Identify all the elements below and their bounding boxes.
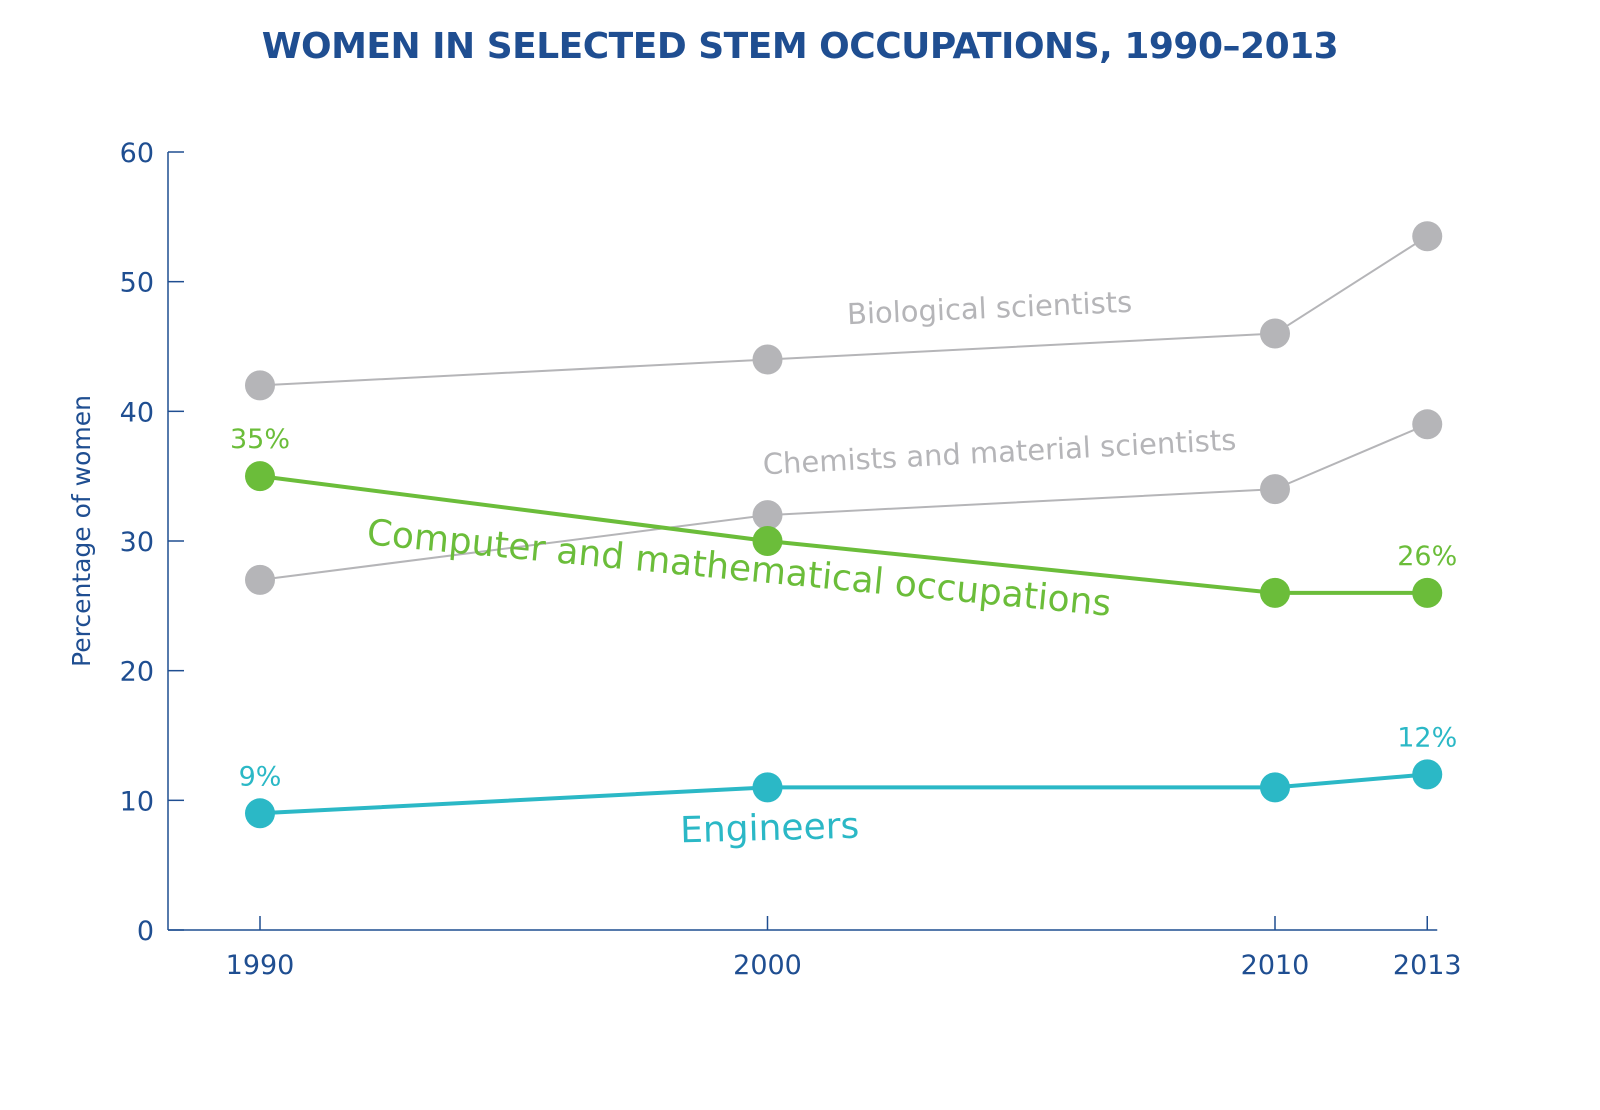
chart-title: WOMEN IN SELECTED STEM OCCUPATIONS, 1990…: [261, 26, 1339, 67]
data-point: [1260, 318, 1290, 349]
data-point: [1412, 221, 1443, 252]
data-point: [245, 370, 275, 401]
series-line: [259, 474, 1428, 595]
series-lines: [245, 221, 1443, 829]
data-point: [1412, 759, 1443, 790]
data-point: [752, 526, 783, 556]
data-point: [752, 500, 783, 531]
data-label: 35%: [230, 424, 290, 455]
data-point: [1260, 772, 1290, 803]
x-tick-label: 1990: [226, 950, 295, 981]
series-line: [259, 772, 1428, 816]
y-tick-label: 60: [120, 138, 154, 169]
x-tick-label: 2010: [1241, 950, 1310, 981]
data-point: [245, 461, 275, 492]
y-tick-label: 0: [137, 916, 154, 947]
y-tick-label: 10: [120, 786, 154, 817]
x-tick-label: 2013: [1393, 950, 1462, 981]
data-point: [245, 798, 275, 829]
series-name-label: Biological scientists: [846, 285, 1133, 331]
data-label: 12%: [1397, 722, 1457, 753]
y-tick-label: 20: [120, 657, 154, 688]
series-name-label: Computer and mathematical occupations: [365, 512, 1113, 624]
data-point: [1412, 577, 1443, 608]
series-name-label: Engineers: [680, 806, 860, 852]
y-tick-label: 30: [120, 527, 154, 558]
series-labels: 35% 26% 9% 12% Biological scientists Chemists…: [230, 285, 1457, 852]
data-point: [1260, 577, 1290, 608]
data-label: 26%: [1397, 541, 1457, 572]
y-tick-label: 50: [120, 268, 154, 299]
data-label: 9%: [239, 761, 282, 792]
series-line: [259, 235, 1428, 387]
y-tick-label: 40: [120, 397, 154, 428]
x-tick-label: 2000: [733, 950, 802, 981]
y-axis-title: Percentage of women: [67, 395, 96, 667]
data-point: [1412, 409, 1443, 440]
data-point: [752, 344, 783, 375]
series-name-label: Chemists and material scientists: [762, 423, 1237, 482]
data-point: [752, 772, 783, 803]
data-point: [1260, 474, 1290, 505]
axes: 0 10 20 30 40 50 60 1990 2000 2010 2013 Percentage …: [67, 138, 1462, 981]
data-point: [245, 564, 275, 595]
series-line: [259, 423, 1428, 581]
